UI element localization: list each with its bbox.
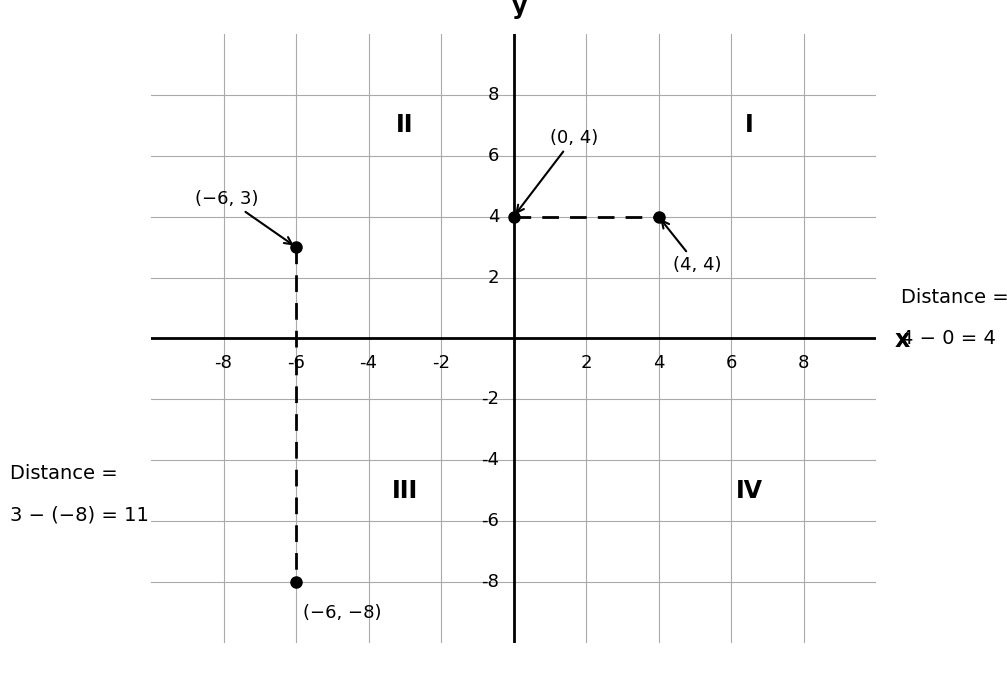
Text: -4: -4 xyxy=(481,452,499,469)
Text: -6: -6 xyxy=(287,353,305,372)
Text: -2: -2 xyxy=(481,391,499,408)
Text: I: I xyxy=(745,113,753,137)
Text: -4: -4 xyxy=(359,353,378,372)
Text: III: III xyxy=(392,479,418,503)
Text: (−6, −8): (−6, −8) xyxy=(303,604,382,621)
Text: -8: -8 xyxy=(481,573,499,591)
Text: 4: 4 xyxy=(653,353,665,372)
Text: Distance =: Distance = xyxy=(10,464,118,483)
Text: 3 − (−8) = 11: 3 − (−8) = 11 xyxy=(10,505,149,524)
Text: IV: IV xyxy=(736,479,762,503)
Text: 8: 8 xyxy=(798,353,810,372)
Text: (0, 4): (0, 4) xyxy=(517,129,598,213)
Text: 6: 6 xyxy=(725,353,737,372)
Text: 8: 8 xyxy=(487,86,499,104)
Text: -8: -8 xyxy=(214,353,233,372)
Text: (4, 4): (4, 4) xyxy=(662,221,722,274)
Text: 6: 6 xyxy=(487,147,499,165)
Text: 2: 2 xyxy=(487,269,499,286)
Text: -6: -6 xyxy=(481,512,499,530)
Text: 4: 4 xyxy=(487,208,499,225)
Text: x: x xyxy=(894,328,909,352)
Text: (−6, 3): (−6, 3) xyxy=(194,190,292,244)
Text: 2: 2 xyxy=(580,353,592,372)
Text: Distance =: Distance = xyxy=(901,288,1007,307)
Text: 4 − 0 = 4: 4 − 0 = 4 xyxy=(901,329,996,348)
Text: II: II xyxy=(396,113,414,137)
Text: y: y xyxy=(512,0,527,18)
Text: -2: -2 xyxy=(432,353,450,372)
